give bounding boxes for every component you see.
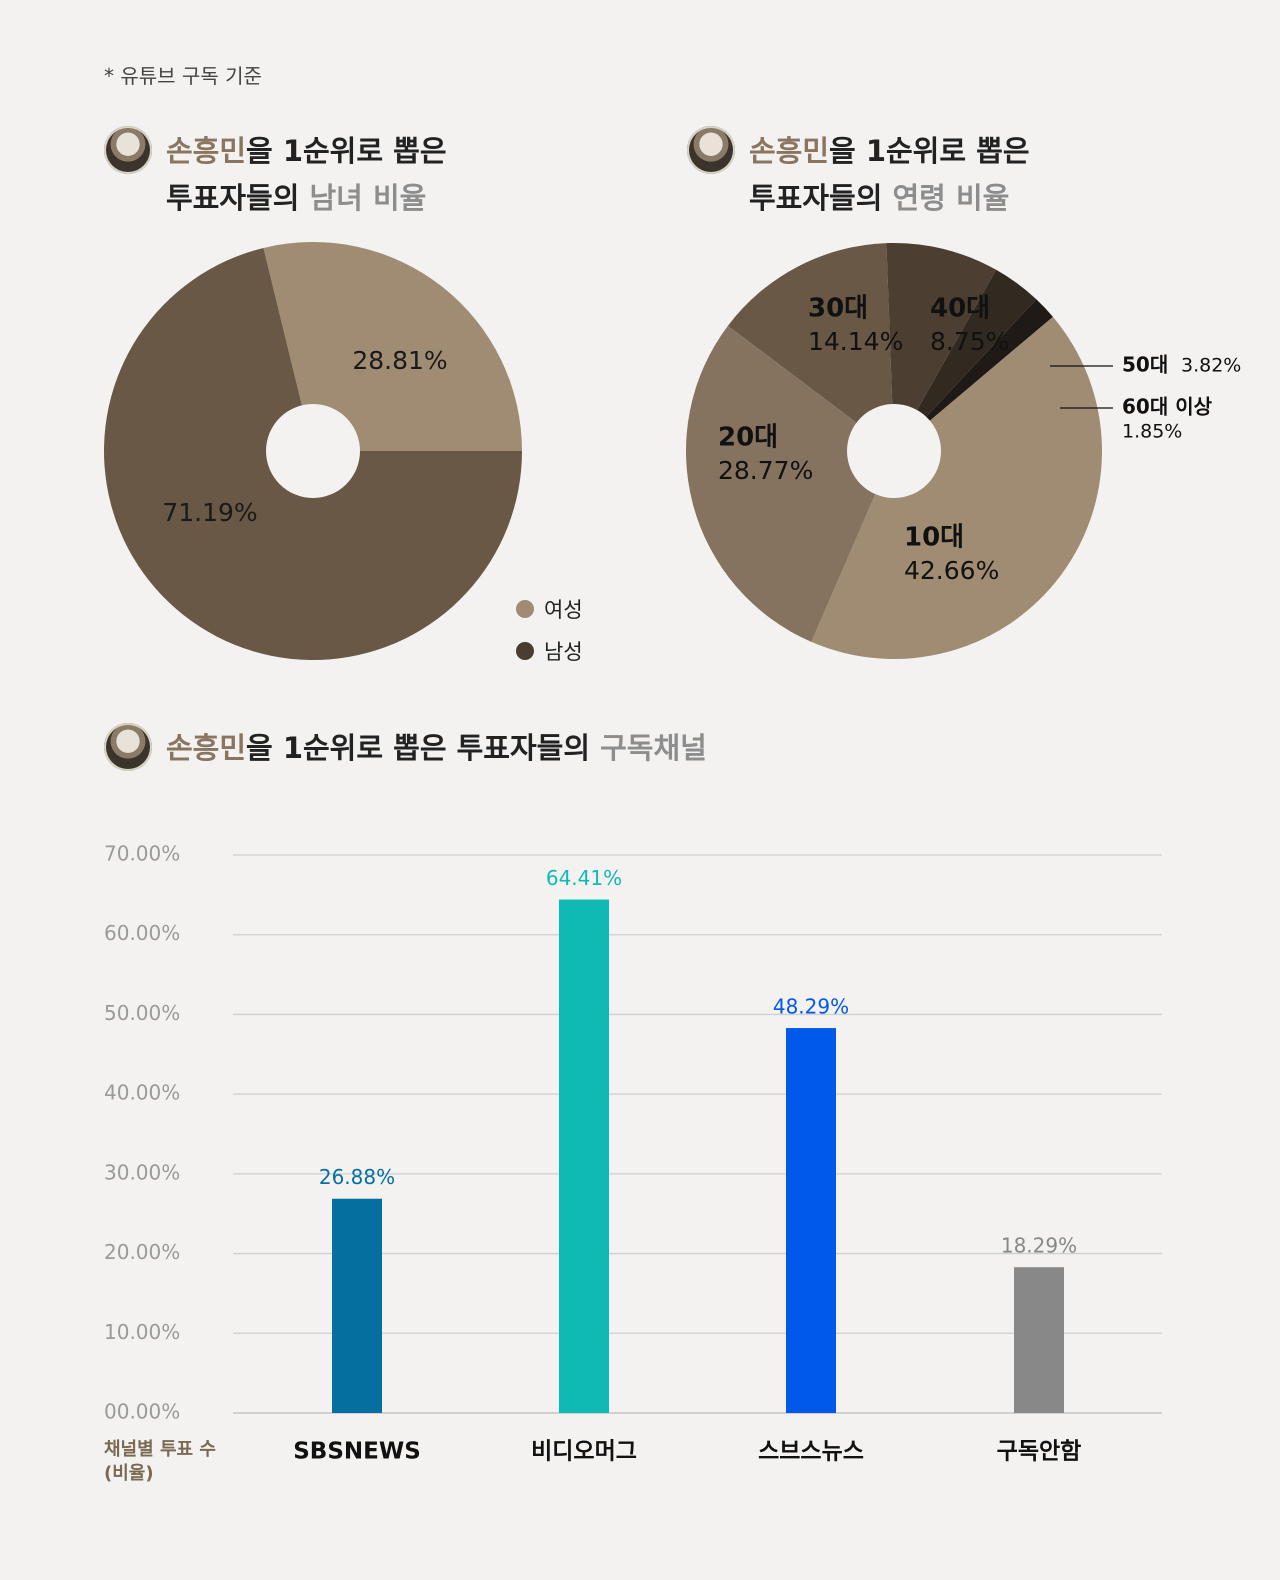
y-tick-label: 50.00%	[104, 1001, 180, 1025]
player-avatar	[104, 126, 152, 174]
pie-hole	[847, 404, 941, 498]
legend-label-male: 남성	[544, 640, 583, 664]
title-highlight: 구독채널	[600, 731, 707, 765]
pie-label-age-60: 60대 이상	[1122, 395, 1213, 419]
pie-slice-age-0	[811, 316, 1102, 659]
y-tick-label: 70.00%	[104, 842, 180, 866]
pie-slice-age-2	[727, 243, 894, 451]
legend-swatch-male	[516, 642, 534, 660]
pie-label-age-1: 20대	[718, 423, 778, 453]
title-line2-highlight: 남녀 비율	[309, 181, 427, 215]
bar-value-label: 48.29%	[773, 995, 849, 1019]
pie-slice-age-5	[894, 299, 1053, 451]
title-player-name: 손흥민	[749, 134, 830, 168]
bar-0	[332, 1198, 382, 1413]
title-player-name: 손흥민	[166, 134, 247, 168]
pie-label-age-50: 50대	[1122, 353, 1168, 377]
pie-slice-age-4	[894, 269, 1037, 451]
pie-slice-age-1	[686, 325, 894, 642]
player-avatar	[104, 723, 152, 771]
bar-value-label: 26.88%	[319, 1165, 395, 1189]
title-line1: 을 1순위로 뽑은	[829, 134, 1030, 168]
footnote: * 유튜브 구독 기준	[104, 64, 262, 88]
bar-3	[1014, 1267, 1064, 1413]
channel-chart-title: 손흥민을 1순위로 뽑은 투표자들의 구독채널	[104, 723, 707, 772]
legend-label-female: 여성	[544, 598, 583, 622]
title-line2-highlight: 연령 비율	[892, 181, 1010, 215]
pie-label-age-0: 10대	[904, 523, 964, 553]
legend-swatch-female	[516, 600, 534, 618]
title-line1: 을 1순위로 뽑은	[246, 134, 447, 168]
player-avatar	[687, 126, 735, 174]
title-rest: 을 1순위로 뽑은 투표자들의	[246, 731, 601, 765]
y-axis-label: (비율)	[104, 1463, 154, 1484]
pie-label-female: 28.81%	[352, 346, 447, 375]
y-tick-label: 60.00%	[104, 921, 180, 945]
x-category-label: 스브스뉴스	[758, 1439, 864, 1465]
x-category-label: SBSNEWS	[293, 1439, 421, 1465]
y-tick-label: 20.00%	[104, 1240, 180, 1264]
pie-value-age-2: 14.14%	[808, 327, 903, 356]
pie-label-age-3: 40대	[930, 294, 990, 324]
age-chart-title: 손흥민을 1순위로 뽑은 투표자들의 연령 비율	[687, 126, 1030, 222]
pie-slice-female	[263, 242, 522, 451]
x-category-label: 구독안함	[997, 1439, 1082, 1465]
pie-value-age-1: 28.77%	[718, 456, 813, 485]
legend-item-female: 여성	[516, 594, 583, 624]
bar-1	[559, 899, 609, 1413]
title-line2-prefix: 투표자들의	[166, 181, 310, 215]
bar-value-label: 64.41%	[546, 866, 622, 890]
pie-value-age-60: 1.85%	[1122, 421, 1182, 443]
bar-value-label: 18.29%	[1001, 1234, 1077, 1258]
x-category-label: 비디오머그	[531, 1439, 637, 1465]
pie-value-age-50: 3.82%	[1181, 355, 1241, 377]
title-line2-prefix: 투표자들의	[749, 181, 893, 215]
y-tick-label: 30.00%	[104, 1160, 180, 1184]
pie-value-age-0: 42.66%	[904, 556, 999, 585]
y-tick-label: 10.00%	[104, 1320, 180, 1344]
title-player-name: 손흥민	[166, 731, 247, 765]
legend-item-male: 남성	[516, 636, 583, 666]
pie-hole	[266, 404, 360, 498]
gender-chart-title: 손흥민을 1순위로 뽑은 투표자들의 남녀 비율	[104, 126, 447, 222]
pie-value-age-3: 8.75%	[930, 327, 1009, 356]
pie-slice-age-3	[886, 242, 997, 451]
y-tick-label: 00.00%	[104, 1400, 180, 1424]
pie-label-male: 71.19%	[162, 498, 257, 527]
y-axis-label: 채널별 투표 수	[104, 1439, 216, 1460]
bar-2	[786, 1028, 836, 1413]
y-tick-label: 40.00%	[104, 1081, 180, 1105]
pie-label-age-2: 30대	[808, 294, 868, 324]
